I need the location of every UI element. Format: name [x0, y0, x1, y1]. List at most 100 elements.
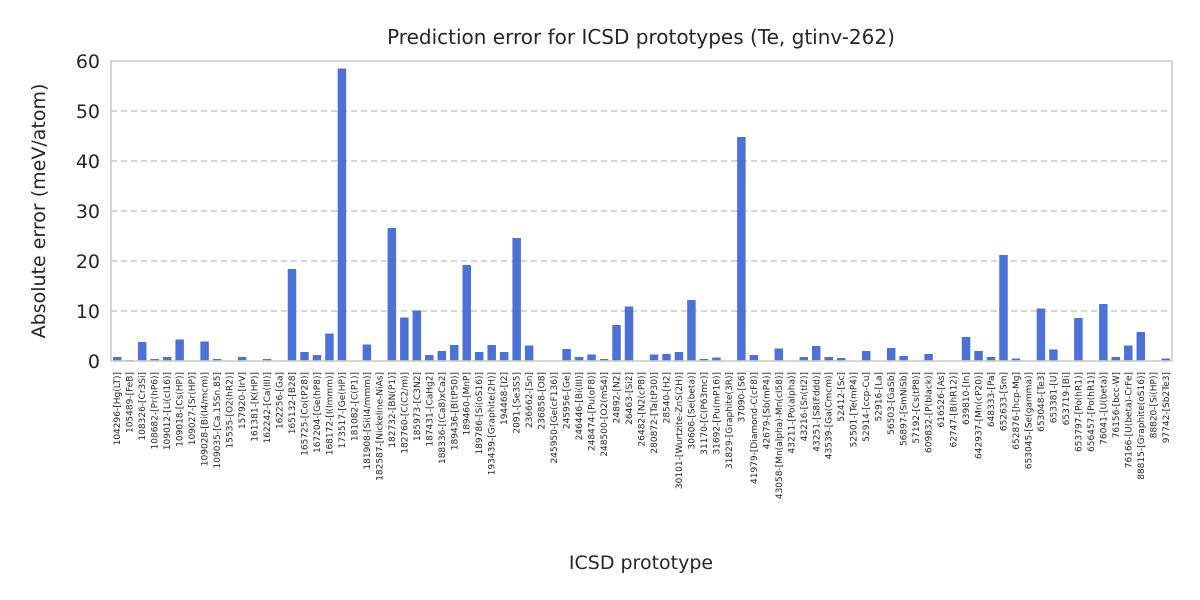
bar	[587, 354, 596, 361]
x-tick-label: 52916-[La]	[875, 372, 885, 421]
x-tick-label: 189786-[Si(oS16)]	[475, 372, 485, 455]
plot-frame	[110, 60, 1173, 362]
y-tick-label: 50	[76, 101, 100, 123]
x-tick-label: 165725-[Co(tP28)]	[300, 372, 310, 456]
bar	[824, 357, 833, 361]
x-tick-label: 236662-[Sn]	[525, 372, 535, 428]
bar	[624, 306, 634, 361]
x-tick-label: 280872-[Ta(tP30)]	[650, 372, 660, 454]
bar	[687, 300, 696, 361]
bar	[1036, 308, 1046, 361]
bar	[1111, 357, 1121, 361]
x-tick-label: 109012-[Li(cI16)]	[163, 372, 173, 450]
x-tick-label: 15535-[O2(hR2)]	[226, 372, 236, 448]
x-axis-label: ICSD prototype	[569, 552, 713, 574]
bar	[674, 352, 684, 361]
x-tick-label: 2091-[Se3S5]	[513, 372, 523, 434]
x-tick-label: 52501-[Te(mP4)]	[850, 372, 860, 447]
bar	[1099, 304, 1108, 361]
bar	[699, 359, 709, 361]
x-tick-label: 248474-[Pu(oF8)]	[588, 372, 598, 451]
x-tick-label: 104296-[Hg(LT)]	[113, 372, 123, 445]
x-tick-label: 43058-[Mn(alpha)-Mn(cI58)]	[775, 372, 785, 499]
bar	[974, 351, 983, 361]
bar	[487, 345, 496, 361]
y-tick-label: 60	[76, 51, 100, 73]
bar	[899, 356, 908, 361]
x-tick-label: 168172-[I(Immm)]	[325, 372, 335, 455]
x-tick-label: 30606-[Se(beta)]	[687, 372, 697, 449]
x-tick-label: 157920-[IrV]	[238, 372, 248, 429]
x-tick-label: 653797-[Po(hR1)]	[1074, 372, 1084, 452]
x-tick-label: 182587-[Nickeline-NiAs]	[375, 372, 385, 481]
x-tick-label: 245950-[Ge(cF136)]	[550, 372, 560, 463]
x-tick-label: 37090-[S6]	[737, 372, 747, 422]
bar	[400, 317, 409, 361]
x-tick-label: 161381-[K(HP)]	[251, 372, 261, 442]
bar	[1074, 318, 1083, 361]
x-axis-ticks: 104296-[Hg(LT)] 105489-[FeB] 108326-[Cr3Si…	[113, 372, 1172, 499]
bar	[137, 342, 147, 361]
bar	[412, 310, 422, 361]
bar	[712, 357, 721, 361]
x-tick-label: 165132-[B28]	[288, 372, 298, 434]
x-tick-label: 108682-[Pr(hP6)]	[151, 372, 161, 449]
bar	[312, 355, 322, 361]
x-tick-label: 56897-[SmNiSb]	[900, 372, 910, 446]
x-tick-label: 246446-[Bi(III)]	[575, 372, 585, 440]
x-tick-label: 162256-[Ga]	[276, 372, 286, 429]
x-tick-label: 76166-[U(beta)-CrFe]	[1124, 372, 1134, 468]
x-tick-label: 31170-[C(P63mc)]	[700, 372, 710, 455]
x-tick-label: 188336-[(Ca8)xCa2]	[438, 372, 448, 464]
bar	[287, 269, 297, 361]
x-tick-label: 109018-[Cs(HP)]	[176, 372, 186, 447]
x-tick-label: 173517-[Ge(HP)]	[338, 372, 348, 448]
bar	[1161, 358, 1171, 361]
bar	[737, 137, 746, 361]
x-tick-label: 24892-[N2]	[613, 372, 623, 423]
bar	[836, 358, 846, 361]
x-tick-label: 41979-[Diamond-C(cF8)]	[750, 372, 760, 484]
bar	[337, 68, 347, 361]
bar	[325, 333, 334, 361]
bars	[112, 68, 1171, 361]
x-tick-label: 97742-[Sb2Te3]	[1162, 372, 1172, 443]
bar	[524, 345, 534, 361]
x-tick-label: 109027-[Sr(HP)]	[188, 372, 198, 445]
bar	[175, 339, 184, 361]
x-tick-label: 26482-[N2(cP8)]	[638, 372, 648, 446]
bar	[1124, 345, 1133, 361]
x-tick-label: 642937-[Mn(cP20)]	[975, 372, 985, 459]
bar	[574, 357, 584, 361]
x-tick-label: 245956-[Ge]	[563, 372, 573, 429]
x-tick-label: 182732-[BN(P1)]	[388, 372, 398, 448]
bar	[512, 238, 521, 361]
bar	[150, 359, 159, 361]
x-tick-label: 42679-[Sb(mP4)]	[762, 372, 772, 449]
x-tick-label: 88820-[Si(HP)]	[1149, 372, 1159, 438]
x-tick-label: 181082-[C(P1)]	[350, 372, 360, 441]
bar	[237, 357, 247, 361]
bar	[450, 345, 459, 361]
x-tick-label: 31829-[Graphite(3R)]	[725, 372, 735, 469]
bar	[924, 354, 933, 361]
bar	[599, 359, 609, 361]
x-tick-label: 167204-[Ge(hP8)]	[313, 372, 323, 453]
y-tick-label: 20	[76, 251, 100, 273]
x-tick-label: 187431-[CaHg2]	[425, 372, 435, 447]
x-tick-label: 62747-[B(hR12)]	[950, 372, 960, 448]
x-tick-label: 194468-[I2]	[500, 372, 510, 425]
bar	[812, 346, 821, 361]
grid-lines	[111, 110, 1172, 312]
x-tick-label: 181908-[Si(I4/mmm)]	[363, 372, 373, 470]
x-tick-label: 193439-[Graphite(2H)]	[488, 372, 498, 475]
x-tick-label: 653048-[Te3]	[1037, 372, 1047, 432]
x-tick-label: 31692-[Pu(mP16)]	[712, 372, 722, 455]
x-tick-label: 43539-[Ga(Cmcm)]	[825, 372, 835, 459]
bar	[799, 357, 809, 361]
chart-title: Prediction error for ICSD prototypes (Te…	[387, 25, 895, 49]
x-tick-label: 52412-[Sc]	[837, 372, 847, 422]
bar	[886, 348, 896, 361]
x-tick-label: 43211-[Po(alpha)]	[787, 372, 797, 453]
x-tick-label: 88815-[Graphite(oS16)]	[1137, 372, 1147, 480]
